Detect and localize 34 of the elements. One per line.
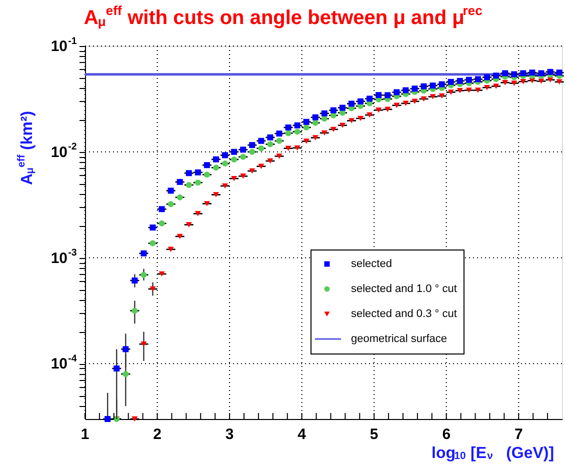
x-tick-label: 7 xyxy=(514,426,523,443)
point xyxy=(132,308,138,314)
point xyxy=(176,194,183,200)
point xyxy=(222,152,228,158)
point xyxy=(168,188,174,194)
x-tick-label: 2 xyxy=(153,426,162,443)
x-tick-label: 4 xyxy=(298,426,307,443)
legend-label: selected and 1.0 ° cut xyxy=(351,283,457,295)
text: log10 [Eν (GeV)] xyxy=(432,445,554,462)
point xyxy=(122,346,129,352)
point xyxy=(150,224,156,231)
x-tick-label: 3 xyxy=(225,426,234,443)
point xyxy=(140,272,147,278)
point xyxy=(150,240,156,246)
point xyxy=(140,250,147,256)
point xyxy=(158,206,165,212)
point xyxy=(276,138,282,144)
point xyxy=(132,277,138,284)
point xyxy=(168,201,174,208)
point xyxy=(122,371,129,378)
point xyxy=(212,156,219,162)
legend-label: selected and 0.3 ° cut xyxy=(351,308,457,320)
legend-label: selected xyxy=(351,258,392,270)
point xyxy=(267,134,274,140)
point xyxy=(267,141,274,148)
y-axis-title: Aμeff (km²) xyxy=(16,110,36,186)
point xyxy=(258,138,264,144)
point xyxy=(114,365,120,372)
point xyxy=(158,220,165,226)
legend-label: geometrical surface xyxy=(351,333,447,345)
x-tick-label: 5 xyxy=(370,426,378,443)
point xyxy=(222,160,228,167)
x-tick-label: 1 xyxy=(80,426,90,443)
x-tick-label: 6 xyxy=(442,426,451,443)
